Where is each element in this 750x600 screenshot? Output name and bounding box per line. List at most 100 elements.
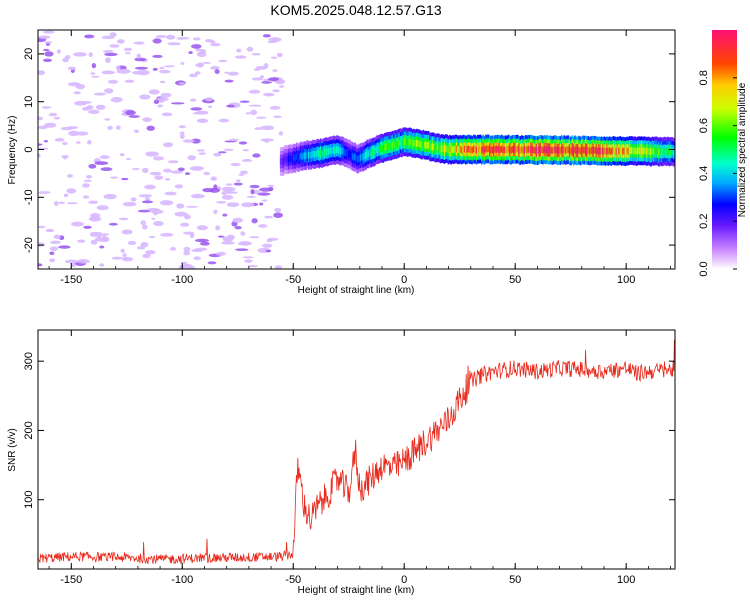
noise-blob <box>205 97 214 102</box>
x-tick-label: 100 <box>617 574 635 586</box>
signal-trace-cell <box>515 145 518 153</box>
noise-blob <box>200 241 210 246</box>
noise-blob <box>104 118 111 121</box>
signal-trace-cell <box>524 146 527 153</box>
noise-blob <box>141 167 149 174</box>
signal-trace-cell <box>401 139 403 147</box>
signal-trace-cell <box>526 146 528 154</box>
signal-trace-cell <box>612 147 615 154</box>
signal-trace-cell <box>446 145 448 153</box>
noise-blob <box>178 125 186 129</box>
signal-trace-cell <box>381 144 383 152</box>
y-tick-label: 100 <box>23 491 35 509</box>
signal-trace-cell <box>463 145 466 153</box>
noise-blob <box>121 177 129 181</box>
noise-blob <box>145 250 156 255</box>
signal-trace-cell <box>543 146 546 153</box>
signal-trace-cell <box>382 145 385 152</box>
signal-trace-cell <box>350 152 353 160</box>
signal-trace-cell <box>582 146 584 154</box>
noise-blob <box>42 48 50 52</box>
noise-blob <box>238 240 252 246</box>
signal-trace-cell <box>655 147 658 155</box>
signal-trace-cell <box>530 145 532 153</box>
noise-blob <box>127 240 137 245</box>
signal-trace-cell <box>506 146 508 154</box>
signal-trace-cell <box>479 145 482 153</box>
noise-blob <box>264 215 273 219</box>
signal-trace-cell <box>487 145 490 153</box>
noise-blob <box>203 171 210 176</box>
noise-blob <box>38 225 46 229</box>
noise-blob <box>38 153 41 158</box>
signal-trace-cell <box>636 147 639 155</box>
noise-blob <box>38 191 51 194</box>
signal-trace-cell <box>638 147 640 154</box>
noise-blob <box>274 265 283 269</box>
noise-blob <box>157 104 164 108</box>
signal-trace-cell <box>578 146 580 154</box>
noise-blob <box>259 75 265 79</box>
signal-trace-cell <box>475 146 478 154</box>
signal-trace-cell <box>311 150 314 158</box>
noise-blob <box>210 65 220 70</box>
noise-blob <box>272 89 280 93</box>
signal-trace-cell <box>327 148 330 155</box>
signal-trace-cell <box>588 147 591 155</box>
signal-trace-cell <box>583 146 586 154</box>
signal-trace-cell <box>418 140 421 148</box>
signal-trace-cell <box>611 147 614 155</box>
signal-trace-cell <box>297 154 299 162</box>
colorbar-ticks: 0.0 0.2 0.4 0.6 0.8 <box>698 70 737 277</box>
signal-trace-cell <box>536 147 539 154</box>
signal-trace-cell <box>362 153 365 161</box>
noise-blob <box>110 176 119 179</box>
noise-blob <box>213 209 218 215</box>
signal-trace-cell <box>389 142 391 150</box>
noise-blob <box>45 228 55 233</box>
noise-blob <box>190 98 197 102</box>
noise-blob <box>246 195 256 198</box>
noise-blob <box>180 37 190 40</box>
noise-blob <box>141 200 154 204</box>
noise-blob <box>137 209 151 213</box>
noise-blob <box>235 179 241 183</box>
x-tick-label: -50 <box>285 274 301 286</box>
signal-trace-cell <box>486 145 488 153</box>
signal-trace-cell <box>471 146 474 154</box>
signal-trace-cell <box>567 146 570 153</box>
noise-blob <box>41 106 52 109</box>
noise-blob <box>111 256 122 260</box>
noise-blob <box>218 118 230 123</box>
noise-blob <box>257 192 271 196</box>
signal-trace-cell <box>291 155 294 163</box>
noise-blob <box>159 80 166 84</box>
signal-trace-cell <box>422 140 425 148</box>
signal-trace-cell <box>378 145 381 153</box>
noise-blob <box>83 179 93 182</box>
noise-blob <box>133 129 140 134</box>
signal-trace-cell <box>465 146 467 154</box>
signal-trace-cell <box>367 150 370 158</box>
signal-trace-cell <box>626 147 628 155</box>
signal-trace-cell <box>447 146 450 154</box>
signal-trace-cell <box>361 153 363 161</box>
signal-trace-cell <box>606 147 608 155</box>
y-tick-label: 20 <box>23 48 35 60</box>
noise-blob <box>238 173 245 176</box>
signal-trace-cell <box>586 147 588 154</box>
snr-x-ticks: -150 -100 -50 0 50 100 <box>48 330 671 586</box>
signal-trace-cell <box>462 145 464 153</box>
noise-blob <box>108 222 118 226</box>
noise-blob <box>123 47 133 52</box>
y-tick-label: -10 <box>23 189 35 205</box>
noise-blob <box>99 263 105 267</box>
noise-blob <box>128 115 140 118</box>
signal-trace-cell <box>345 149 347 157</box>
noise-blob <box>116 39 125 44</box>
noise-blob <box>222 213 228 217</box>
noise-blob <box>245 112 252 115</box>
noise-blob <box>38 70 46 76</box>
signal-trace-cell <box>449 145 451 153</box>
colorbar-label: Normalized spectral amplitude <box>737 82 748 217</box>
